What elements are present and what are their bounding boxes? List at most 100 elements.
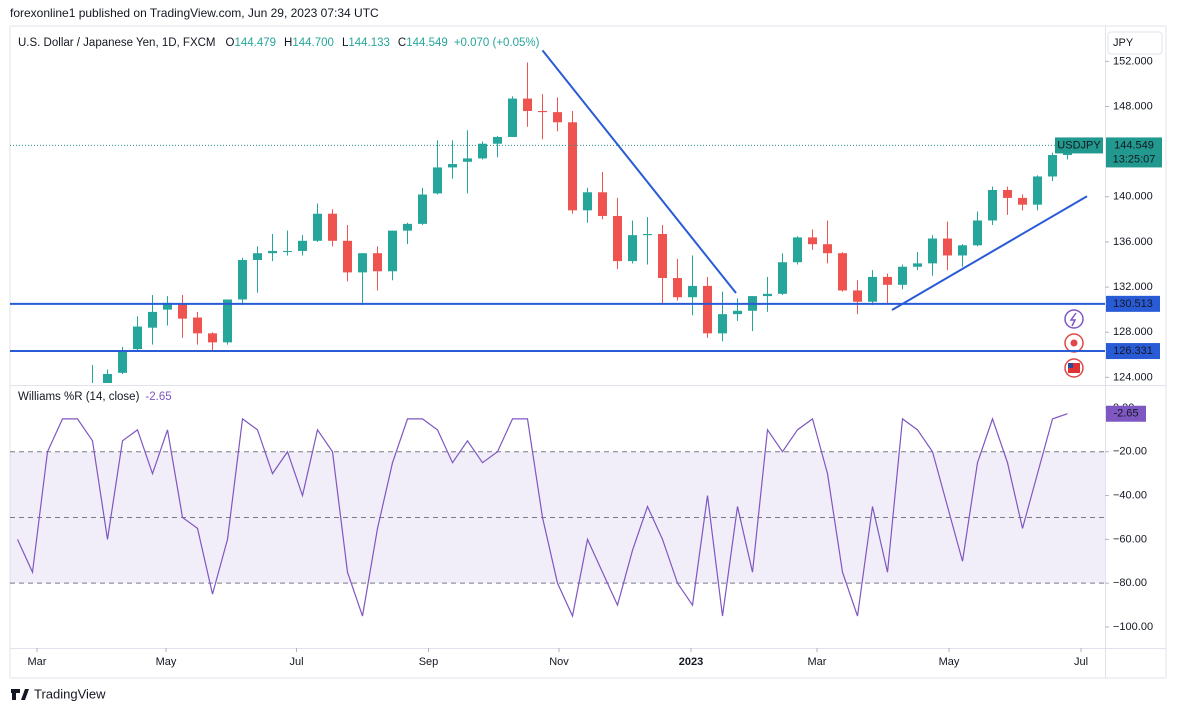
ohlc-key: H: [284, 37, 292, 49]
candle-body: [1003, 190, 1012, 198]
last-price-label: 144.549: [1114, 139, 1154, 151]
candle-body: [178, 303, 187, 319]
candle-body: [763, 293, 772, 297]
legend: U.S. Dollar / Japanese Yen, 1D, FXCM O144…: [18, 37, 540, 49]
candle-body: [838, 253, 847, 291]
symbol-tag-label: USDJPY: [1057, 139, 1101, 151]
candle-body: [508, 98, 517, 137]
candle-body: [523, 98, 532, 112]
candle-body: [553, 112, 562, 123]
candle-body: [913, 263, 922, 267]
ohlc-value: 144.479: [234, 37, 276, 49]
x-tick-label: Mar: [28, 656, 47, 668]
candle-body: [568, 122, 577, 211]
header: forexonline1 published on TradingView.co…: [10, 6, 379, 20]
x-tick-label: Jul: [1074, 656, 1088, 668]
candle-body: [403, 223, 412, 231]
x-tick-label: Mar: [808, 656, 827, 668]
indicator-line: [16, 413, 1068, 618]
x-tick-label: 2023: [679, 656, 703, 668]
y-tick-label: 140.000: [1113, 191, 1153, 203]
candle-body: [1033, 176, 1042, 205]
icon: [1064, 309, 1084, 329]
indicator-pane: [10, 413, 1105, 618]
candle-body: [883, 276, 892, 285]
candle-body: [628, 235, 637, 262]
indicator-title: Williams %R (14, close): [18, 391, 140, 403]
price-pane: [92, 49, 1088, 383]
candle-body: [583, 192, 592, 211]
currency-box: [1107, 31, 1163, 55]
x-tick-label: Jul: [289, 656, 303, 668]
candle-body: [958, 245, 967, 256]
candle-body: [853, 290, 862, 302]
candle-body: [238, 259, 247, 300]
side-icons: [1064, 309, 1084, 378]
candle-body: [253, 253, 262, 260]
candle-body: [733, 310, 742, 315]
candle-body: [133, 326, 142, 350]
y-tick-label: 132.000: [1113, 281, 1153, 293]
candle-body: [493, 136, 502, 144]
indicator-tag-label: -2.65: [1113, 408, 1138, 420]
icon: [1068, 363, 1073, 368]
candle-body: [388, 230, 397, 272]
candle-body: [298, 240, 307, 251]
y-tick-label: 128.000: [1113, 326, 1153, 338]
candle-body: [778, 262, 787, 294]
candle-body: [193, 317, 202, 334]
candle-body: [358, 253, 367, 273]
candle-body: [613, 215, 622, 262]
candle-body: [1018, 197, 1027, 205]
candle-body: [478, 143, 487, 159]
candle-body: [118, 350, 127, 373]
y-tick-label: −100.00: [1113, 621, 1153, 633]
candle-body: [823, 244, 832, 254]
indicator-value: -2.65: [145, 391, 171, 403]
symbol-tag: [1055, 137, 1103, 154]
candle-body: [463, 158, 472, 162]
icon: [1070, 339, 1078, 347]
candle-body: [868, 276, 877, 302]
candle-body: [268, 250, 277, 254]
ohlc-key: L: [342, 37, 349, 49]
icon: [1069, 312, 1077, 327]
candle-body: [538, 111, 547, 113]
candle-body: [373, 253, 382, 272]
candle-body: [208, 333, 217, 343]
candle-body: [163, 302, 172, 310]
candle-body: [1048, 155, 1057, 177]
candle-body: [988, 190, 997, 221]
price-tag-label: 130.513: [1113, 298, 1153, 310]
icon: [1068, 363, 1080, 373]
ohlc-value: 144.549: [406, 37, 448, 49]
ohlc-key: C: [398, 37, 406, 49]
footer-logo: [11, 689, 29, 700]
candle-body: [643, 234, 652, 236]
candle-body: [793, 237, 802, 263]
candle-body: [343, 240, 352, 273]
logo: [11, 689, 29, 700]
trendline: [891, 195, 1088, 311]
candle-body: [313, 213, 322, 241]
candle-body: [898, 266, 907, 285]
candle-body: [718, 314, 727, 334]
candle-body: [703, 285, 712, 334]
y-tick-label: −80.00: [1113, 577, 1147, 589]
indicator-legend: Williams %R (14, close) -2.65: [18, 391, 172, 403]
y-tick-label: 124.000: [1113, 371, 1153, 383]
symbol-title: U.S. Dollar / Japanese Yen, 1D, FXCM: [18, 37, 216, 49]
currency: JPY: [1113, 37, 1134, 49]
price-tag-label: 126.331: [1113, 345, 1153, 357]
indicator-tag: [1106, 405, 1146, 422]
candle-body: [418, 194, 427, 224]
candle-body: [328, 213, 337, 241]
y-tick-label: −20.00: [1113, 446, 1147, 458]
last-price-tag: [1106, 137, 1162, 168]
candle-body: [973, 220, 982, 246]
trendline: [541, 49, 737, 294]
candle-body: [433, 167, 442, 194]
ohlc-value: 144.700: [292, 37, 334, 49]
